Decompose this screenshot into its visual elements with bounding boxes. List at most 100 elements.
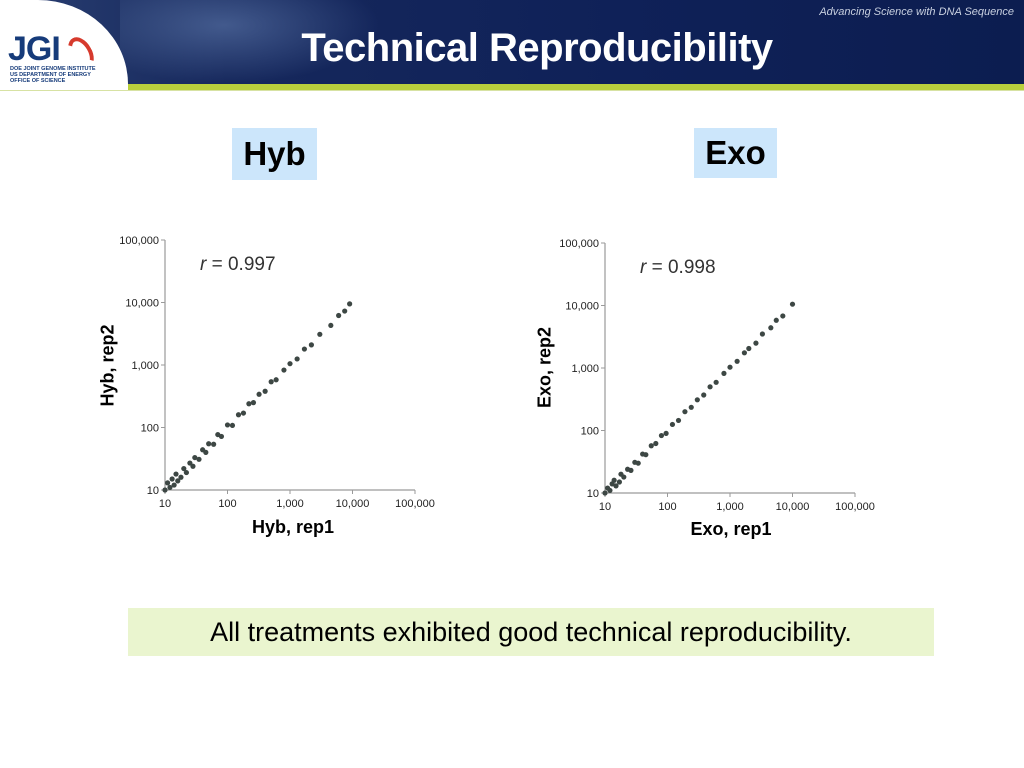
x-tick-label: 10,000 <box>336 498 370 510</box>
data-point <box>753 340 759 346</box>
data-point <box>218 433 225 440</box>
data-point <box>342 308 348 314</box>
data-point <box>240 410 247 416</box>
data-point <box>169 476 175 482</box>
scatter-plot-exo: 10 100 1,000 10,000 100,000 10 100 1,000 10,000 1… <box>540 228 900 523</box>
data-point <box>171 482 177 488</box>
data-point <box>741 350 748 356</box>
data-point <box>713 379 719 385</box>
page-title: Technical Reproducibility <box>301 26 773 70</box>
data-point <box>347 301 353 307</box>
y-tick-label: 100 <box>141 423 159 435</box>
header-decoration <box>120 0 380 84</box>
data-point <box>167 484 173 491</box>
header-slogan: Advancing Science with DNA Sequence <box>819 6 1014 18</box>
data-point <box>613 483 619 489</box>
data-point <box>183 469 190 476</box>
x-tick-label: 10 <box>159 498 171 510</box>
data-point <box>701 392 707 398</box>
data-point <box>682 409 688 415</box>
data-point <box>301 346 308 352</box>
data-point <box>287 361 293 367</box>
data-point <box>616 479 623 485</box>
data-point <box>268 379 274 385</box>
y-tick-label: 1,000 <box>131 360 159 372</box>
data-point <box>235 412 242 418</box>
data-point <box>648 443 654 449</box>
data-point <box>206 441 212 447</box>
data-point <box>759 331 766 337</box>
header-banner <box>0 0 1024 84</box>
data-point <box>721 370 727 376</box>
data-point <box>607 487 613 494</box>
data-point <box>178 474 184 480</box>
data-point <box>229 422 236 429</box>
y-tick-label: 100,000 <box>559 238 599 250</box>
data-point <box>256 391 262 397</box>
data-point <box>663 430 669 436</box>
data-point <box>694 397 700 403</box>
x-tick-label: 10,000 <box>776 501 810 513</box>
data-point <box>175 478 181 484</box>
data-point <box>294 356 300 362</box>
data-point <box>789 301 796 307</box>
data-point <box>203 449 209 455</box>
data-point <box>250 400 257 406</box>
y-tick-label: 1,000 <box>571 363 599 375</box>
x-axis-label-hyb: Hyb, rep1 <box>251 517 335 537</box>
x-tick-label: 100,000 <box>395 498 435 510</box>
data-point <box>746 345 752 352</box>
data-point <box>669 421 676 428</box>
data-point <box>173 471 179 477</box>
scatter-svg-exo: 10 100 1,000 10,000 100,000 10 100 1,000 10,000 1… <box>559 238 875 513</box>
panel-label-exo: Exo <box>694 128 777 178</box>
data-point <box>688 404 694 410</box>
correlation-annotation: r = 0.998 <box>640 257 716 278</box>
data-point <box>707 384 713 390</box>
scatter-svg-hyb: 10 100 1,000 10,000 100,000 10 100 1,000 10,000 1… <box>119 235 435 510</box>
scatter-plot-hyb: 10 100 1,000 10,000 100,000 10 100 1,000 10,000 1… <box>100 225 460 520</box>
data-point <box>317 331 323 337</box>
x-tick-label: 10 <box>599 501 611 513</box>
data-point <box>780 313 786 319</box>
data-point <box>196 456 202 462</box>
data-point <box>734 358 740 364</box>
x-tick-label: 100 <box>218 498 236 510</box>
data-point <box>653 440 659 447</box>
x-tick-label: 100 <box>658 501 676 513</box>
y-axis-label-hyb: Hyb, rep2 <box>97 324 118 407</box>
x-tick-label: 100,000 <box>835 501 875 513</box>
data-point <box>224 422 231 428</box>
correlation-annotation: r = 0.997 <box>200 254 276 275</box>
data-point <box>211 441 217 447</box>
data-point <box>273 377 279 383</box>
data-point <box>262 388 268 394</box>
data-point <box>635 460 641 466</box>
data-point <box>281 367 287 373</box>
data-point <box>162 487 168 493</box>
x-tick-label: 1,000 <box>716 501 744 513</box>
data-point <box>611 477 617 483</box>
data-point <box>190 463 196 469</box>
jgi-logo: JGI <box>8 30 61 68</box>
data-point <box>246 401 252 407</box>
data-point <box>675 417 682 424</box>
data-point <box>621 474 627 480</box>
data-point <box>658 432 665 439</box>
data-point <box>181 465 187 472</box>
logo-subtitle: DOE JOINT GENOME INSTITUTE US DEPARTMENT… <box>10 66 96 84</box>
y-tick-label: 10 <box>147 485 159 497</box>
data-point <box>643 452 649 458</box>
y-tick-label: 100,000 <box>119 235 159 247</box>
x-axis-label-exo: Exo, rep1 <box>690 519 772 539</box>
header-accent-line <box>0 90 1024 91</box>
y-tick-label: 10 <box>587 488 599 500</box>
x-tick-label: 1,000 <box>276 498 304 510</box>
y-axis-label-exo: Exo, rep2 <box>534 326 555 409</box>
data-point <box>192 454 198 461</box>
y-tick-label: 10,000 <box>565 301 599 313</box>
data-point <box>628 467 634 473</box>
data-point <box>727 364 733 370</box>
data-point <box>768 325 774 331</box>
conclusion-box: All treatments exhibited good technical … <box>128 608 934 656</box>
